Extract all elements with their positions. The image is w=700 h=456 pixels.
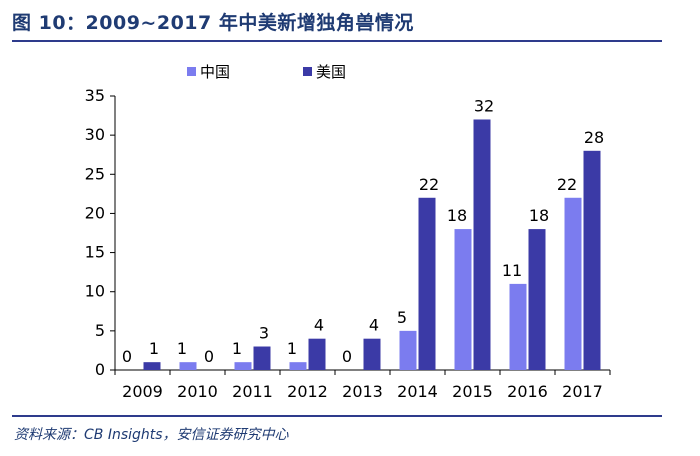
data-label: 5 bbox=[397, 308, 407, 327]
bar-usa-2012 bbox=[308, 338, 326, 370]
data-label: 28 bbox=[584, 128, 604, 147]
chart-title: 图 10：2009~2017 年中美新增独角兽情况 bbox=[12, 12, 414, 34]
y-tick-label: 30 bbox=[85, 125, 105, 144]
bar-china-2017 bbox=[564, 197, 582, 370]
legend-swatch-china bbox=[187, 67, 196, 76]
y-tick-label: 5 bbox=[95, 321, 105, 340]
x-tick-label: 2009 bbox=[122, 382, 163, 401]
legend-swatch-usa bbox=[303, 67, 312, 76]
y-tick-label: 20 bbox=[85, 203, 105, 222]
footer-divider bbox=[12, 415, 662, 417]
data-label: 18 bbox=[529, 206, 549, 225]
bar-china-2014 bbox=[399, 330, 417, 370]
x-tick-label: 2017 bbox=[562, 382, 603, 401]
title-divider bbox=[12, 40, 662, 42]
data-label: 4 bbox=[314, 316, 324, 335]
legend-label-china: 中国 bbox=[200, 63, 230, 81]
data-label: 0 bbox=[122, 347, 132, 366]
bar-usa-2017 bbox=[583, 150, 601, 370]
legend-label-usa: 美国 bbox=[316, 63, 346, 81]
source-note: 资料来源：CB Insights，安信证券研究中心 bbox=[14, 427, 289, 443]
bar-usa-2011 bbox=[253, 346, 271, 370]
bar-china-2010 bbox=[179, 362, 197, 370]
data-label: 1 bbox=[149, 339, 159, 358]
legend: 中国 美国 bbox=[187, 63, 346, 81]
x-tick-label: 2015 bbox=[452, 382, 493, 401]
y-tick-label: 25 bbox=[85, 164, 105, 183]
data-label: 1 bbox=[177, 339, 187, 358]
data-label: 1 bbox=[287, 339, 297, 358]
data-label: 11 bbox=[502, 261, 522, 280]
data-label: 4 bbox=[369, 316, 379, 335]
bar-usa-2013 bbox=[363, 338, 381, 370]
y-tick-label: 15 bbox=[85, 243, 105, 262]
data-label: 18 bbox=[447, 206, 467, 225]
bar-usa-2016 bbox=[528, 229, 546, 370]
data-label: 0 bbox=[342, 347, 352, 366]
x-tick-label: 2013 bbox=[342, 382, 383, 401]
x-tick-label: 2011 bbox=[232, 382, 273, 401]
x-tick-label: 2016 bbox=[507, 382, 548, 401]
data-label: 1 bbox=[232, 339, 242, 358]
data-label: 3 bbox=[259, 324, 269, 343]
x-tick-label: 2012 bbox=[287, 382, 328, 401]
y-tick-label: 10 bbox=[85, 282, 105, 301]
y-tick-label: 35 bbox=[85, 86, 105, 105]
data-label: 32 bbox=[474, 96, 494, 115]
x-tick-label: 2014 bbox=[397, 382, 438, 401]
bar-usa-2015 bbox=[473, 119, 491, 370]
y-tick-label: 0 bbox=[95, 360, 105, 379]
data-label: 22 bbox=[419, 175, 439, 194]
bar-usa-2009 bbox=[143, 362, 161, 370]
data-label: 22 bbox=[557, 175, 577, 194]
bar-china-2015 bbox=[454, 229, 472, 370]
bars bbox=[143, 119, 601, 370]
bar-china-2012 bbox=[289, 362, 307, 370]
bar-china-2016 bbox=[509, 283, 527, 370]
bar-china-2011 bbox=[234, 362, 252, 370]
x-tick-label: 2010 bbox=[177, 382, 218, 401]
bar-usa-2014 bbox=[418, 197, 436, 370]
data-label: 0 bbox=[204, 347, 214, 366]
